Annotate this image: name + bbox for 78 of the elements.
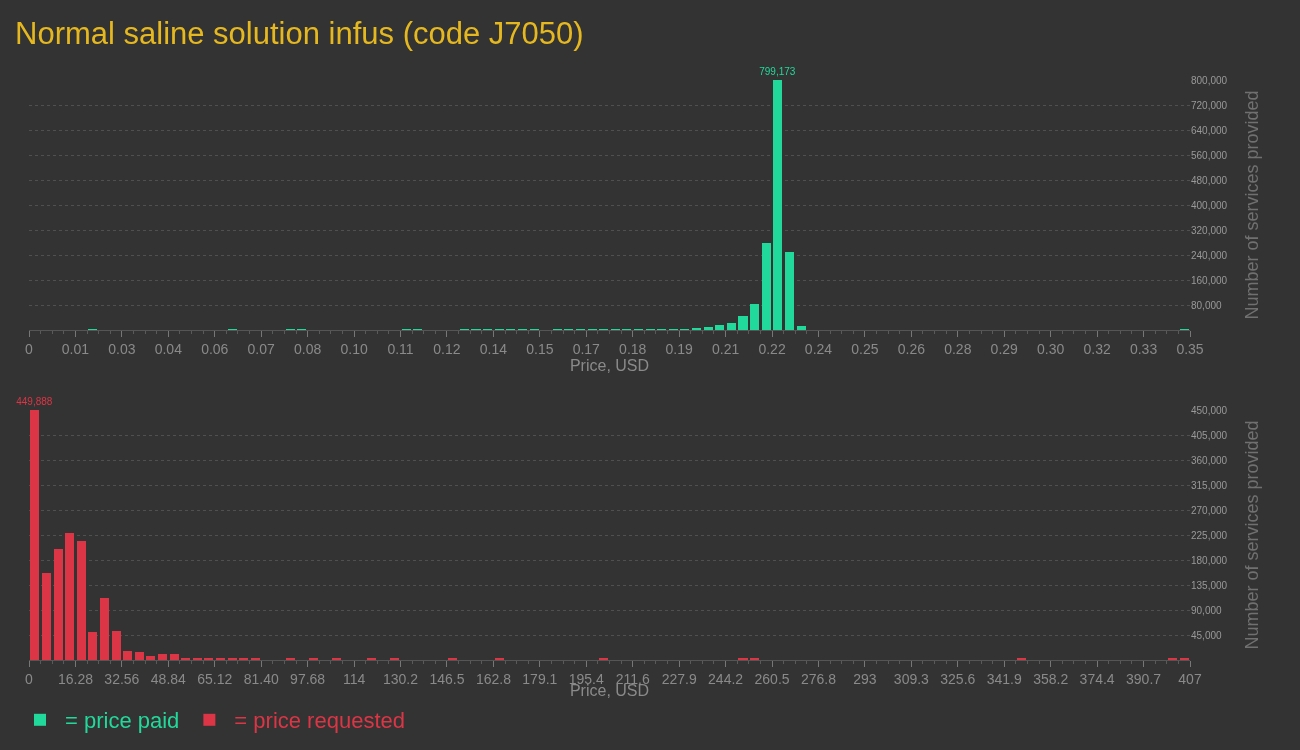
x-tick-label: 0.24 [804,340,833,357]
y-tick-label: 225,000 [1191,529,1228,541]
y-axis-title: Number of services provided [1241,420,1262,650]
x-tick-label: 0.06 [201,340,229,357]
y-tick-label: 80,000 [1191,299,1223,311]
x-tick-label: 0 [25,340,34,357]
x-tick-label: 114 [342,670,366,687]
y-tick-label: 560,000 [1191,149,1228,161]
x-tick-label: 0.11 [387,340,414,357]
x-tick-label: 374.4 [1079,670,1115,687]
y-tick-label: 640,000 [1191,124,1228,136]
x-axis-title: Price, USD [569,357,650,375]
x-tick-label: 390.7 [1126,670,1162,687]
data-label: 799,173 [759,66,796,77]
x-tick-label: 0.15 [526,340,554,357]
x-tick-label: 0.21 [711,340,740,357]
x-tick-label: 341.9 [986,670,1022,687]
x-tick-label: 0.17 [572,340,601,357]
y-tick-label: 240,000 [1191,249,1228,261]
x-tick-label: 16.28 [57,670,94,687]
x-tick-label: 0.25 [851,340,879,357]
x-tick-label: 358.2 [1033,670,1069,687]
x-tick-label: 0.35 [1176,340,1204,357]
x-tick-label: 162.8 [475,670,512,687]
y-tick-label: 160,000 [1191,274,1228,286]
x-tick-label: 65.12 [197,670,233,687]
x-tick-label: 309.3 [893,670,930,687]
legend-label: = price paid [65,708,180,734]
x-tick-label: 276.8 [800,670,837,687]
legend-label: = price requested [234,708,405,734]
y-axis-title: Number of services provided [1241,90,1262,320]
y-tick-label: 800,000 [1191,74,1228,86]
data-label: 449,888 [16,396,53,407]
x-tick-label: 0.01 [61,340,90,357]
x-tick-label: 146.5 [429,670,465,687]
x-tick-label: 0.12 [433,340,461,357]
x-tick-label: 0.07 [247,340,276,357]
x-tick-label: 81.40 [243,670,279,687]
y-tick-label: 45,000 [1191,629,1223,641]
y-tick-label: 360,000 [1191,454,1228,466]
x-tick-label: 0.14 [479,340,508,357]
x-tick-label: 0.29 [990,340,1019,357]
y-tick-label: 320,000 [1191,224,1228,236]
x-tick-label: 293 [853,670,877,687]
y-tick-label: 480,000 [1191,174,1228,186]
x-tick-label: 407 [1178,670,1202,687]
x-tick-label: 227.9 [661,670,697,687]
x-tick-label: 179.1 [522,670,558,687]
chart-title: Normal saline solution infus (code J7050) [15,15,584,51]
y-tick-label: 450,000 [1191,404,1228,416]
x-tick-label: 0.32 [1083,340,1111,357]
x-tick-label: 0.22 [758,340,786,357]
x-tick-label: 0.19 [665,340,693,357]
x-tick-label: 0.33 [1129,340,1158,357]
x-tick-label: 0.28 [944,340,972,357]
x-tick-label: 325.6 [940,670,976,687]
y-tick-label: 315,000 [1191,479,1228,491]
x-tick-label: 48.84 [150,670,187,687]
x-tick-label: 0.03 [108,340,136,357]
x-tick-label: 130.2 [383,670,419,687]
x-tick-label: 0.26 [897,340,926,357]
x-tick-label: 244.2 [708,670,744,687]
x-tick-label: 32.56 [104,670,140,687]
y-tick-label: 405,000 [1191,429,1228,441]
x-tick-label: 0.10 [340,340,368,357]
x-tick-label: 0.08 [294,340,322,357]
x-tick-label: 260.5 [754,670,790,687]
y-tick-label: 90,000 [1191,604,1223,616]
x-tick-label: 0 [25,670,34,687]
y-tick-label: 135,000 [1191,579,1228,591]
x-tick-label: 0.18 [619,340,647,357]
x-tick-label: 0.30 [1037,340,1065,357]
x-tick-label: 97.68 [290,670,326,687]
y-tick-label: 270,000 [1191,504,1228,516]
y-tick-label: 180,000 [1191,554,1228,566]
x-tick-label: 0.04 [154,340,183,357]
y-tick-label: 720,000 [1191,99,1228,111]
y-tick-label: 400,000 [1191,199,1228,211]
